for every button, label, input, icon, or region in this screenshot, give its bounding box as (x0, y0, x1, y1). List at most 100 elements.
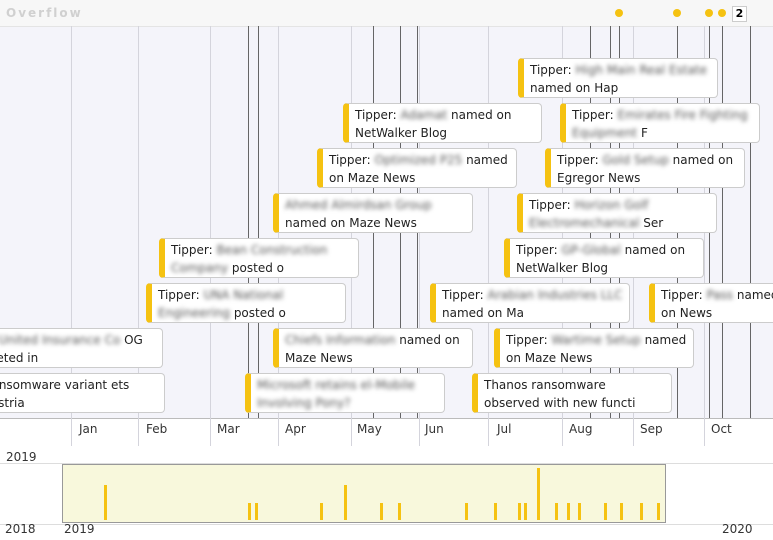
event-text-prefix: Tipper: (506, 333, 552, 347)
event-line (722, 26, 723, 418)
event-text-suffix: OG targeted in (0, 333, 143, 365)
event-text-suffix: Ser (639, 216, 664, 230)
event-text-blurred: Emirates Fire Fighting Equipment (572, 108, 748, 140)
event-text-suffix: F (637, 126, 648, 140)
event-card[interactable]: Tipper: Pass named on News (649, 283, 773, 323)
overflow-dot[interactable] (718, 9, 726, 17)
month-label: Aug (569, 422, 593, 436)
event-text-suffix: named on Maze News (329, 153, 508, 185)
event-text-blurred: Ahmed Almirdsan Group (285, 198, 432, 212)
event-card[interactable]: Tipper: Bean Construction Company posted… (159, 238, 359, 278)
grid-line (562, 26, 563, 446)
event-text-blurred: Pass (706, 288, 734, 302)
overview-bar (494, 503, 497, 520)
event-text-prefix: Tipper: (529, 198, 575, 212)
event-card[interactable]: Tipper: Gold Setup named on Egregor News (545, 148, 745, 188)
event-text-suffix: named on Hap (530, 81, 619, 95)
event-card[interactable]: Tipper: Horizon Golf Electromechanical S… (517, 193, 717, 233)
grid-line (71, 26, 72, 446)
event-line (258, 26, 259, 418)
overview-bar (380, 503, 383, 520)
event-card[interactable]: le ransomware variant ets industria (0, 373, 165, 413)
event-text-prefix: Tipper: (442, 288, 488, 302)
grid-line (138, 26, 139, 446)
month-label: Jul (497, 422, 512, 436)
event-text-prefix: Thanos ransomware observed with new func… (484, 378, 636, 410)
overview-bar (518, 503, 521, 520)
event-text-prefix: Tipper: (557, 153, 603, 167)
event-text-prefix: le ransomware variant ets industria (0, 378, 130, 410)
event-text-blurred: GP-Global (561, 243, 621, 257)
overflow-dot[interactable] (705, 9, 713, 17)
overview-bar (465, 503, 468, 520)
month-label: Oct (711, 422, 732, 436)
overview-bar (248, 503, 251, 520)
event-card[interactable]: Thanos ransomware observed with new func… (472, 373, 672, 413)
event-card[interactable]: Tipper: UNA National Engineering posted … (146, 283, 346, 323)
month-label: Jan (79, 422, 98, 436)
event-card[interactable]: Ahmed Almirdsan Group named on Maze News (273, 193, 473, 233)
event-text-prefix: Tipper: (171, 243, 217, 257)
grid-line (419, 26, 420, 446)
month-label: Apr (285, 422, 306, 436)
month-label: Jun (425, 422, 444, 436)
event-text-blurred: Bean Construction Company (171, 243, 328, 275)
event-text-prefix: Tipper: (355, 108, 401, 122)
overflow-badge[interactable]: 2 (732, 6, 747, 22)
event-text-prefix: Tipper: (158, 288, 204, 302)
grid-line (351, 26, 352, 446)
grid-line (633, 26, 634, 446)
event-card[interactable]: Microsoft retains el-Mobile Involving Po… (245, 373, 445, 413)
event-text-blurred: Microsoft retains el-Mobile Involving Po… (257, 378, 415, 410)
grid-line (488, 26, 489, 446)
overflow-dot[interactable] (615, 9, 623, 17)
event-card[interactable]: Chiefs Information named on Maze News (273, 328, 473, 368)
event-text-suffix: named on NetWalker Blog (516, 243, 686, 275)
event-card[interactable]: Tipper: Arabian Industries LLC named on … (430, 283, 630, 323)
event-text-suffix: named on NetWalker Blog (355, 108, 512, 140)
grid-line (278, 26, 279, 446)
event-text-suffix: named on Maze News (285, 333, 460, 365)
overview-bar (640, 503, 643, 520)
month-label: Mar (217, 422, 240, 436)
event-text-suffix: named on Ma (442, 306, 524, 320)
event-card[interactable]: Tipper: Optimized P25 named on Maze News (317, 148, 517, 188)
overflow-title: Overflow (6, 6, 83, 20)
overview-bar (524, 503, 527, 520)
event-text-blurred: High Main Real Estate (575, 63, 708, 77)
overview-bar (620, 503, 623, 520)
month-label: May (357, 422, 382, 436)
event-text-suffix: named on Maze News (285, 216, 417, 230)
overview-year: 2018 (5, 522, 36, 536)
grid-line (704, 26, 705, 446)
grid-line (210, 26, 211, 446)
event-text-blurred: UNA National Engineering (158, 288, 284, 320)
event-text-suffix: posted o (230, 306, 286, 320)
event-card[interactable]: Tipper: High Main Real Estate named on H… (518, 58, 718, 98)
event-card[interactable]: Ltd, United Insurance Co OG targeted in (0, 328, 163, 368)
event-card[interactable]: Tipper: Adamat named on NetWalker Blog (343, 103, 542, 143)
event-text-prefix: Tipper: (530, 63, 576, 77)
overview-bar (104, 485, 107, 520)
event-card[interactable]: Tipper: GP-Global named on NetWalker Blo… (504, 238, 704, 278)
overview-bar (578, 503, 581, 520)
event-card[interactable]: Tipper: Wartime Setup named on Maze News (494, 328, 694, 368)
overview-year: 2020 (722, 522, 753, 536)
overview-window[interactable] (62, 464, 666, 523)
event-line (750, 26, 751, 418)
axis-line (0, 418, 773, 419)
event-text-blurred: Horizon Golf Electromechanical (529, 198, 649, 230)
event-text-blurred: Wartime Setup (551, 333, 641, 347)
overflow-band (0, 0, 773, 27)
event-text-prefix: Tipper: (516, 243, 562, 257)
overflow-dot[interactable] (673, 9, 681, 17)
month-label: Feb (146, 422, 168, 436)
event-card[interactable]: Tipper: Emirates Fire Fighting Equipment… (560, 103, 760, 143)
event-text-blurred: Gold Setup (602, 153, 669, 167)
event-text-blurred: Chiefs Information (285, 333, 396, 347)
event-text-blurred: Optimized P25 (374, 153, 463, 167)
year-label: 2019 (6, 450, 37, 464)
overview-year: 2019 (64, 522, 95, 536)
month-label: Sep (640, 422, 663, 436)
